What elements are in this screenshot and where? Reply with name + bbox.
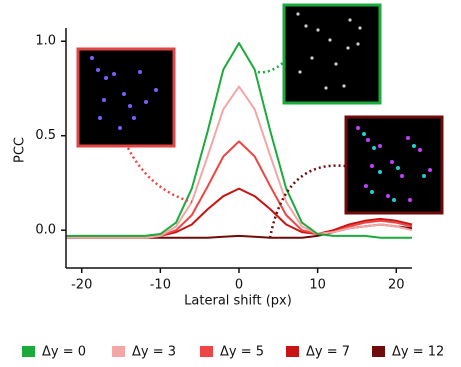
legend-label: Δy = 0 [42, 345, 86, 360]
x-tick-label: -10 [150, 278, 171, 293]
y-tick-label: 1.0 [35, 34, 56, 49]
inset-image [346, 117, 442, 213]
legend-swatch [112, 346, 125, 357]
x-axis-label: Lateral shift (px) [184, 294, 292, 309]
legend-label: Δy = 12 [392, 345, 444, 360]
y-tick-label: 0.5 [35, 128, 56, 143]
inset-image [284, 5, 380, 103]
inset-image [78, 49, 174, 146]
legend-label: Δy = 5 [220, 345, 264, 360]
y-tick-label: 0.0 [35, 223, 56, 238]
x-tick-label: 0 [235, 278, 243, 293]
legend-label: Δy = 7 [306, 345, 350, 360]
chart: PCC Lateral shift (px) Δy = 0Δy = 3Δy = … [0, 0, 461, 367]
legend-swatch [22, 346, 35, 357]
legend: Δy = 0 Δy = 3 Δy = 5 Δy = 7 Δy = 12 [22, 345, 444, 360]
connector [258, 62, 284, 72]
x-tick-label: 10 [309, 278, 326, 293]
x-tick-label: -20 [71, 278, 92, 293]
legend-swatch [286, 346, 299, 357]
legend-label: Δy = 3 [132, 345, 176, 360]
x-tick-label: 20 [388, 278, 405, 293]
connector [128, 148, 192, 202]
legend-swatch [200, 346, 213, 357]
y-axis-label: PCC [13, 137, 28, 163]
legend-swatch [372, 346, 385, 357]
